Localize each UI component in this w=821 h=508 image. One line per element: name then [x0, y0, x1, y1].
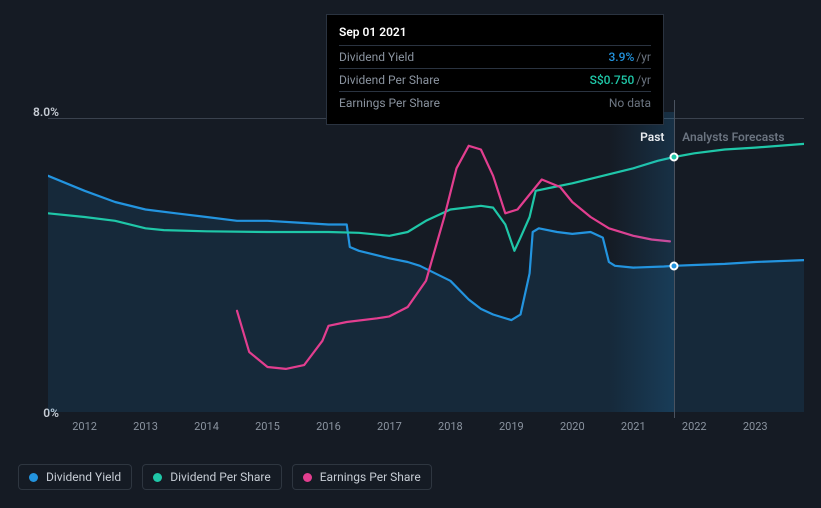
tooltip-row: Dividend Per Share S$0.750/yr	[339, 68, 651, 91]
x-tick: 2018	[438, 420, 463, 433]
tooltip-row: Dividend Yield 3.9%/yr	[339, 45, 651, 68]
tooltip-row-value: S$0.750/yr	[590, 73, 651, 87]
legend-label: Dividend Yield	[46, 470, 121, 484]
chart-tooltip: Sep 01 2021 Dividend Yield3.9%/yrDividen…	[326, 14, 664, 125]
x-tick: 2019	[499, 420, 524, 433]
x-tick: 2022	[682, 420, 707, 433]
tooltip-row-label: Dividend Per Share	[339, 73, 440, 87]
legend-dot-icon	[303, 473, 312, 482]
legend-dot-icon	[29, 473, 38, 482]
x-tick: 2017	[377, 420, 402, 433]
legend-item-eps[interactable]: Earnings Per Share	[292, 464, 432, 490]
dividend-chart: Sep 01 2021 Dividend Yield3.9%/yrDividen…	[0, 0, 821, 508]
series-marker	[670, 153, 679, 162]
past-label: Past	[640, 130, 664, 144]
x-tick: 2015	[255, 420, 280, 433]
x-tick: 2014	[194, 420, 219, 433]
plot-area[interactable]	[48, 112, 804, 412]
x-tick: 2023	[743, 420, 768, 433]
forecast-label: Analysts Forecasts	[682, 130, 784, 144]
legend-item-dps[interactable]: Dividend Per Share	[142, 464, 282, 490]
tooltip-date: Sep 01 2021	[339, 25, 651, 45]
x-tick: 2012	[72, 420, 97, 433]
x-tick: 2020	[560, 420, 585, 433]
tooltip-row-label: Earnings Per Share	[339, 96, 440, 110]
legend-item-yield[interactable]: Dividend Yield	[18, 464, 132, 490]
legend-label: Earnings Per Share	[320, 470, 421, 484]
x-tick: 2016	[316, 420, 341, 433]
legend-dot-icon	[153, 473, 162, 482]
cursor-line	[674, 100, 675, 418]
x-axis: 2012 2013 2014 2015 2016 2017 2018 2019 2020 2021…	[48, 420, 804, 440]
tooltip-row-label: Dividend Yield	[339, 50, 414, 64]
tooltip-row-value: 3.9%/yr	[608, 50, 651, 64]
legend: Dividend Yield Dividend Per Share Earnin…	[18, 464, 432, 490]
series-marker	[670, 261, 679, 270]
x-tick: 2021	[621, 420, 646, 433]
tooltip-row-value: No data	[609, 96, 651, 110]
tooltip-row: Earnings Per Share No data	[339, 91, 651, 114]
legend-label: Dividend Per Share	[170, 470, 271, 484]
x-tick: 2013	[133, 420, 158, 433]
chart-svg	[48, 112, 804, 412]
